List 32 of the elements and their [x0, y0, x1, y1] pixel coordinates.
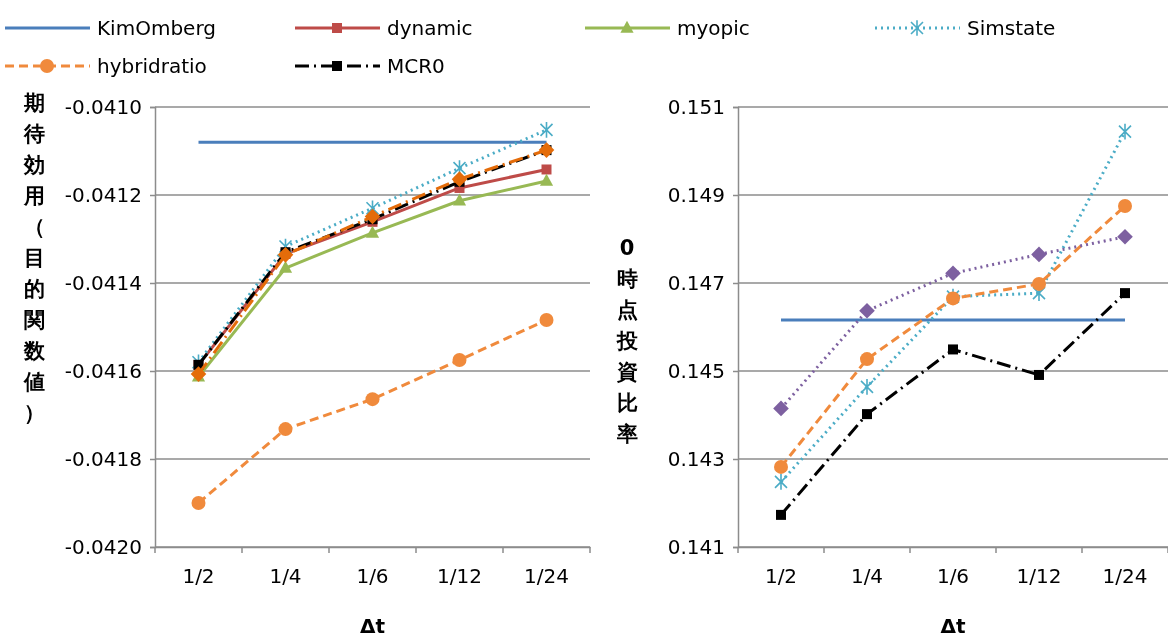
y-axis-title: 0時点投資比率	[615, 236, 639, 446]
y-tick-label: -0.0420	[64, 534, 142, 559]
x-tick-label: 1/6	[936, 564, 970, 589]
y-tick-label: 0.143	[667, 446, 725, 471]
x-tick-label: 1/12	[1016, 564, 1062, 589]
x-tick-label: 1/2	[764, 564, 798, 589]
legend-label: Simstate	[967, 16, 1056, 40]
y-tick-label: 0.145	[667, 358, 725, 383]
legend-label: dynamic	[387, 16, 473, 40]
legend-label: hybridratio	[97, 54, 207, 78]
x-tick-label: 1/2	[182, 564, 215, 589]
y-tick-label: 0.151	[667, 94, 725, 119]
y-tick-label: -0.0418	[64, 446, 142, 471]
y-tick-label: -0.0412	[64, 182, 142, 207]
x-tick-label: 1/6	[356, 564, 389, 589]
y-tick-label: -0.0416	[64, 358, 142, 383]
legend-label: MCR0	[387, 54, 445, 78]
x-tick-label: 1/24	[1102, 564, 1148, 589]
x-axis-title: Δt	[359, 614, 386, 638]
y-tick-label: -0.0410	[64, 94, 142, 119]
y-tick-label: 0.149	[667, 182, 725, 207]
y-tick-label: 0.141	[667, 534, 725, 559]
legend-label: myopic	[677, 16, 750, 40]
x-axis-title: Δt	[940, 614, 966, 638]
y-tick-label: -0.0414	[64, 270, 142, 295]
x-tick-label: 1/4	[269, 564, 302, 589]
legend-label: KimOmberg	[97, 16, 216, 40]
x-tick-label: 1/4	[850, 564, 884, 589]
x-tick-label: 1/12	[437, 564, 482, 589]
y-tick-label: 0.147	[667, 270, 725, 295]
x-tick-label: 1/24	[524, 564, 569, 589]
text: 期待効用（目的関数値）	[23, 91, 45, 425]
